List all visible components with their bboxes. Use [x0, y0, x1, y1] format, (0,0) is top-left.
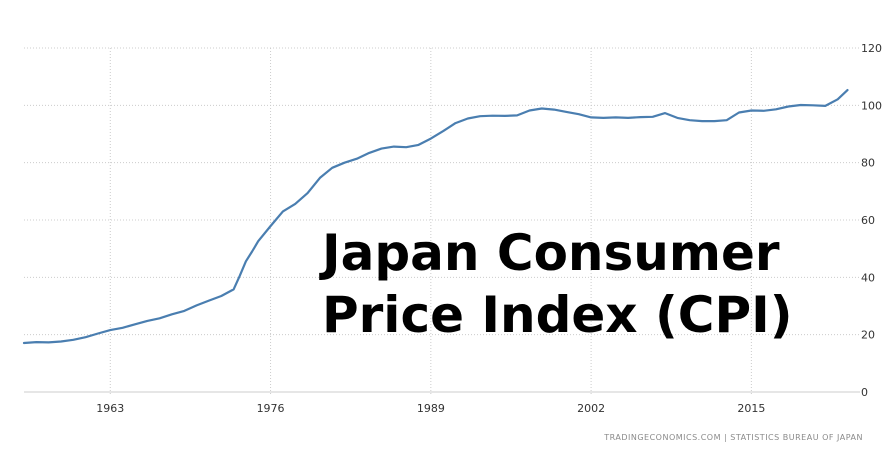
y-tick-label: 120: [861, 42, 882, 55]
y-tick-label: 80: [861, 157, 875, 170]
overlay-title: Japan Consumer Price Index (CPI): [322, 222, 793, 346]
y-tick-label: 100: [861, 99, 882, 112]
y-tick-label: 60: [861, 214, 875, 227]
overlay-title-line-1: Japan Consumer: [322, 224, 780, 282]
series-line-cpi: [22, 88, 849, 345]
y-tick-label: 20: [861, 329, 875, 342]
x-axis-tick-labels: 1963 1976 1989 2002 2015: [96, 402, 765, 415]
x-tick-label: 2015: [737, 402, 765, 415]
y-tick-label: 40: [861, 271, 875, 284]
x-tick-label: 1989: [417, 402, 445, 415]
x-tick-label: 1963: [96, 402, 124, 415]
y-axis-tick-labels: 0 20 40 60 80 100 120: [861, 42, 882, 399]
series-layer: [22, 88, 849, 345]
overlay-title-line-2: Price Index (CPI): [322, 286, 793, 344]
y-tick-label: 0: [861, 386, 868, 399]
source-credit: TRADINGECONOMICS.COM | STATISTICS BUREAU…: [604, 433, 863, 442]
grid-lines: [24, 47, 860, 396]
x-tick-label: 2002: [577, 402, 605, 415]
x-tick-label: 1976: [257, 402, 285, 415]
